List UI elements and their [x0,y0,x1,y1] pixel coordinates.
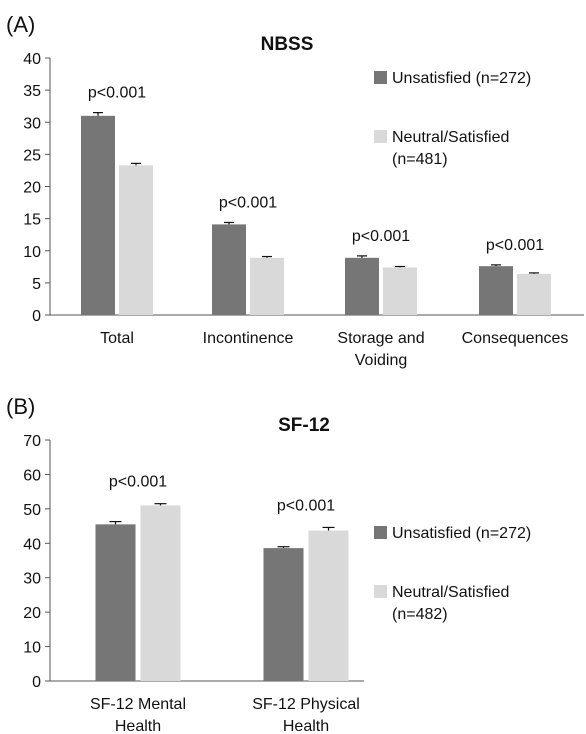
bar-unsatisfied [95,524,136,681]
legend-label: (n=481) [392,151,448,168]
bar-satisfied [140,505,181,681]
panel-b: (B) SF-12 0 10 20 30 40 50 60 70 p<0.001 SF-12 Me… [6,394,531,734]
bar-satisfied [383,267,417,315]
panel-a: (A) NBSS 0 5 10 15 20 25 30 35 40 p<0.001 Total p<0… [6,12,584,369]
bar-satisfied [250,257,284,315]
y-tick-label: 40 [23,51,41,68]
p-value-annotation: p<0.001 [88,85,146,102]
y-tick-label: 20 [23,180,41,197]
bar-unsatisfied [81,115,115,315]
p-value-annotation: p<0.001 [219,194,277,211]
y-tick-label: 5 [32,276,41,293]
bar-satisfied [308,530,349,681]
bar-unsatisfied [212,224,246,315]
legend-swatch-satisfied [374,585,387,598]
legend-label: Neutral/Satisfied [392,129,509,146]
p-value-annotation: p<0.001 [352,228,410,245]
y-tick-label: 60 [23,467,41,484]
legend-label: Neutral/Satisfied [392,584,509,601]
x-tick-label: Health [283,718,329,734]
y-tick-label: 35 [23,83,41,100]
x-tick-label: Health [115,718,161,734]
p-value-annotation: p<0.001 [277,497,335,514]
y-tick-label: 50 [23,502,41,519]
y-tick-label: 40 [23,536,41,553]
x-tick-label: Total [100,330,134,347]
panel-label-a: (A) [6,12,35,37]
x-tick-label: SF-12 Mental [90,696,186,713]
chart-title-b: SF-12 [278,415,330,436]
y-tick-label: 0 [32,674,41,691]
legend-swatch-unsatisfied [374,526,387,539]
p-value-annotation: p<0.001 [109,474,167,491]
panel-label-b: (B) [6,394,35,419]
bar-unsatisfied [479,266,513,315]
y-tick-label: 30 [23,571,41,588]
y-tick-label: 10 [23,244,41,261]
legend-swatch-satisfied [374,130,387,143]
bar-unsatisfied [345,257,379,315]
x-tick-label: SF-12 Physical [252,696,360,713]
x-tick-label: Consequences [462,330,569,347]
bar-satisfied [517,273,551,315]
legend-label: (n=482) [392,606,448,623]
y-tick-label: 25 [23,147,41,164]
y-tick-label: 10 [23,640,41,657]
y-tick-label: 0 [32,308,41,325]
x-tick-label: Storage and [337,330,424,347]
x-tick-label: Voiding [355,352,408,369]
x-tick-label: Incontinence [203,330,294,347]
legend-swatch-unsatisfied [374,71,387,84]
legend-label: Unsatisfied (n=272) [392,70,531,87]
p-value-annotation: p<0.001 [486,237,544,254]
y-tick-label: 20 [23,605,41,622]
legend-label: Unsatisfied (n=272) [392,525,531,542]
chart-title-a: NBSS [261,34,314,55]
y-tick-label: 15 [23,212,41,229]
bar-satisfied [119,165,153,315]
y-tick-label: 70 [23,433,41,450]
y-tick-label: 30 [23,115,41,132]
bar-unsatisfied [263,548,304,681]
